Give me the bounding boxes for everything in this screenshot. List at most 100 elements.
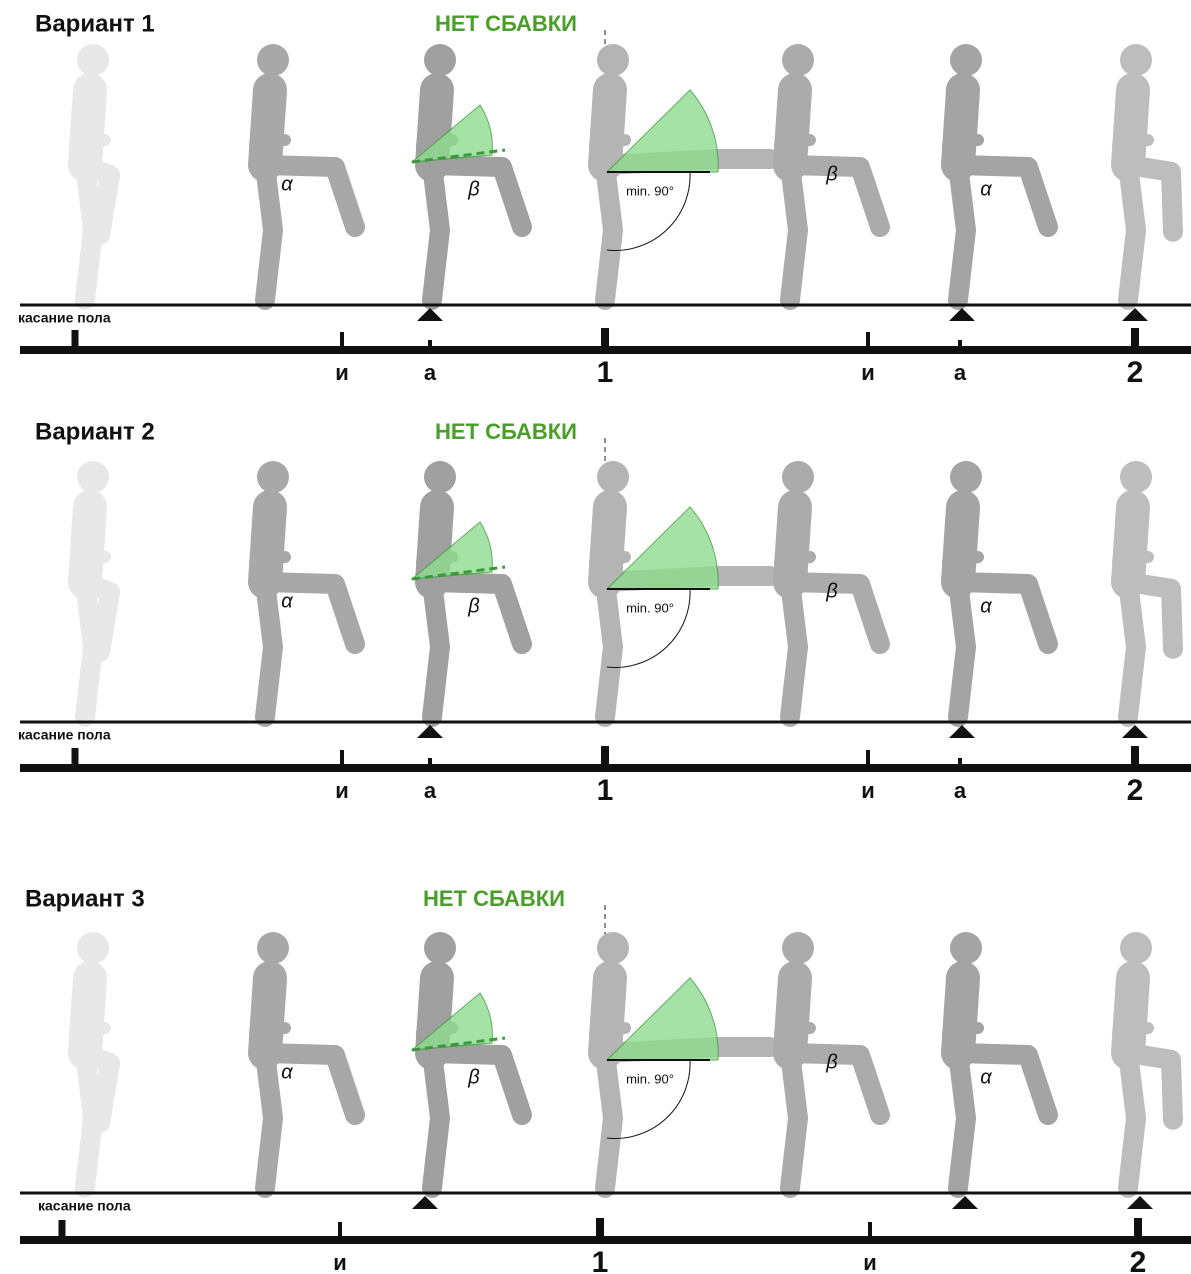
figure-head bbox=[257, 932, 289, 964]
beat-label: 2 bbox=[1127, 356, 1144, 389]
figure-part bbox=[422, 572, 450, 727]
angle-arc bbox=[606, 171, 691, 251]
angle-wedge bbox=[605, 506, 719, 590]
figure-head bbox=[257, 461, 289, 493]
timeline-tick bbox=[958, 340, 962, 350]
figure-head bbox=[950, 461, 982, 493]
figure-part bbox=[780, 155, 808, 310]
figure-head bbox=[1120, 461, 1152, 493]
figure-part bbox=[69, 506, 111, 568]
figure-part bbox=[948, 155, 1058, 237]
figure-part bbox=[780, 572, 890, 654]
figure-part bbox=[948, 1043, 1058, 1125]
contact-marker bbox=[417, 308, 443, 321]
angle-wedge bbox=[410, 992, 493, 1051]
angle-label: β bbox=[467, 595, 479, 617]
contact-marker bbox=[1127, 1196, 1153, 1209]
figure-part bbox=[255, 1043, 365, 1125]
figure-part bbox=[780, 572, 808, 727]
timeline-tick bbox=[868, 1222, 872, 1240]
beat-label: 1 bbox=[597, 774, 614, 807]
angle-label: α bbox=[281, 1061, 293, 1083]
angle-label: min. 90° bbox=[626, 183, 674, 198]
angle-label: α bbox=[980, 178, 992, 200]
angle-arc bbox=[606, 588, 691, 668]
figure-part bbox=[589, 977, 631, 1039]
timeline-tick bbox=[428, 758, 432, 768]
timeline-tick bbox=[71, 330, 79, 350]
timeline-tick bbox=[1134, 1218, 1142, 1240]
figure-part bbox=[75, 572, 120, 662]
timeline-tick bbox=[601, 746, 609, 768]
timeline-tick bbox=[338, 1222, 342, 1240]
figure-part bbox=[774, 977, 816, 1039]
angle-label: α bbox=[281, 590, 293, 612]
figure-head bbox=[424, 932, 456, 964]
figure-head bbox=[424, 461, 456, 493]
figure-part bbox=[255, 1043, 283, 1198]
figure-part bbox=[589, 506, 631, 568]
figure-part bbox=[780, 1043, 808, 1198]
floor-label: касание пола bbox=[18, 310, 111, 326]
figure-part bbox=[1118, 572, 1183, 659]
contact-marker bbox=[952, 1196, 978, 1209]
figure-part bbox=[595, 572, 623, 727]
timeline-tick bbox=[58, 1220, 66, 1240]
figure-part bbox=[1118, 155, 1146, 310]
angle-label: β bbox=[467, 1066, 479, 1088]
timeline-tick bbox=[1131, 746, 1139, 768]
figure-head bbox=[597, 461, 629, 493]
figure-head bbox=[77, 932, 109, 964]
angle-dash bbox=[411, 1036, 506, 1052]
beat-label: а bbox=[954, 778, 967, 803]
figure-part bbox=[255, 155, 365, 237]
timeline-tick bbox=[340, 750, 344, 768]
beat-label: а bbox=[424, 778, 437, 803]
figure-part bbox=[780, 1043, 890, 1125]
angle-label: min. 90° bbox=[626, 600, 674, 615]
timeline-tick bbox=[71, 748, 79, 768]
timeline-tick bbox=[596, 1218, 604, 1240]
contact-marker bbox=[417, 725, 443, 738]
beat-label: и bbox=[861, 778, 875, 803]
figure-head bbox=[257, 44, 289, 76]
beat-label: 2 bbox=[1127, 774, 1144, 807]
figure-part bbox=[422, 155, 532, 237]
figure-part bbox=[1118, 155, 1183, 242]
figure-head bbox=[597, 44, 629, 76]
note: НЕТ СБАВКИ bbox=[435, 11, 577, 36]
figure-part bbox=[1118, 572, 1146, 727]
angle-label: β bbox=[825, 163, 837, 185]
figure-part bbox=[942, 506, 984, 568]
figure-part bbox=[595, 155, 623, 310]
figure-head bbox=[950, 44, 982, 76]
variant-title: Вариант 2 bbox=[35, 418, 155, 445]
beat-label: а bbox=[424, 360, 437, 385]
timeline-tick bbox=[958, 758, 962, 768]
angle-dash bbox=[411, 148, 506, 164]
figure-part bbox=[69, 977, 111, 1039]
figure-part bbox=[1118, 1043, 1183, 1130]
timeline-tick bbox=[601, 328, 609, 350]
figure-part bbox=[422, 572, 532, 654]
figure-part bbox=[255, 155, 283, 310]
variant-title: Вариант 3 bbox=[25, 885, 145, 912]
beat-label: 1 bbox=[592, 1246, 609, 1274]
contact-marker bbox=[1122, 725, 1148, 738]
figure-part bbox=[948, 1043, 976, 1198]
figure-head bbox=[77, 461, 109, 493]
figure-head bbox=[950, 932, 982, 964]
angle-wedge bbox=[605, 977, 719, 1061]
figure-part bbox=[774, 89, 816, 151]
figure-part bbox=[75, 1043, 120, 1133]
timeline-tick bbox=[1131, 328, 1139, 350]
note: НЕТ СБАВКИ bbox=[423, 886, 565, 911]
contact-marker bbox=[1122, 308, 1148, 321]
figure-part bbox=[589, 89, 631, 151]
figure-head bbox=[424, 44, 456, 76]
figure-part bbox=[774, 506, 816, 568]
beat-label: и bbox=[333, 1250, 347, 1274]
angle-wedge bbox=[410, 104, 493, 163]
figure-part bbox=[780, 155, 890, 237]
figure-part bbox=[249, 977, 291, 1039]
